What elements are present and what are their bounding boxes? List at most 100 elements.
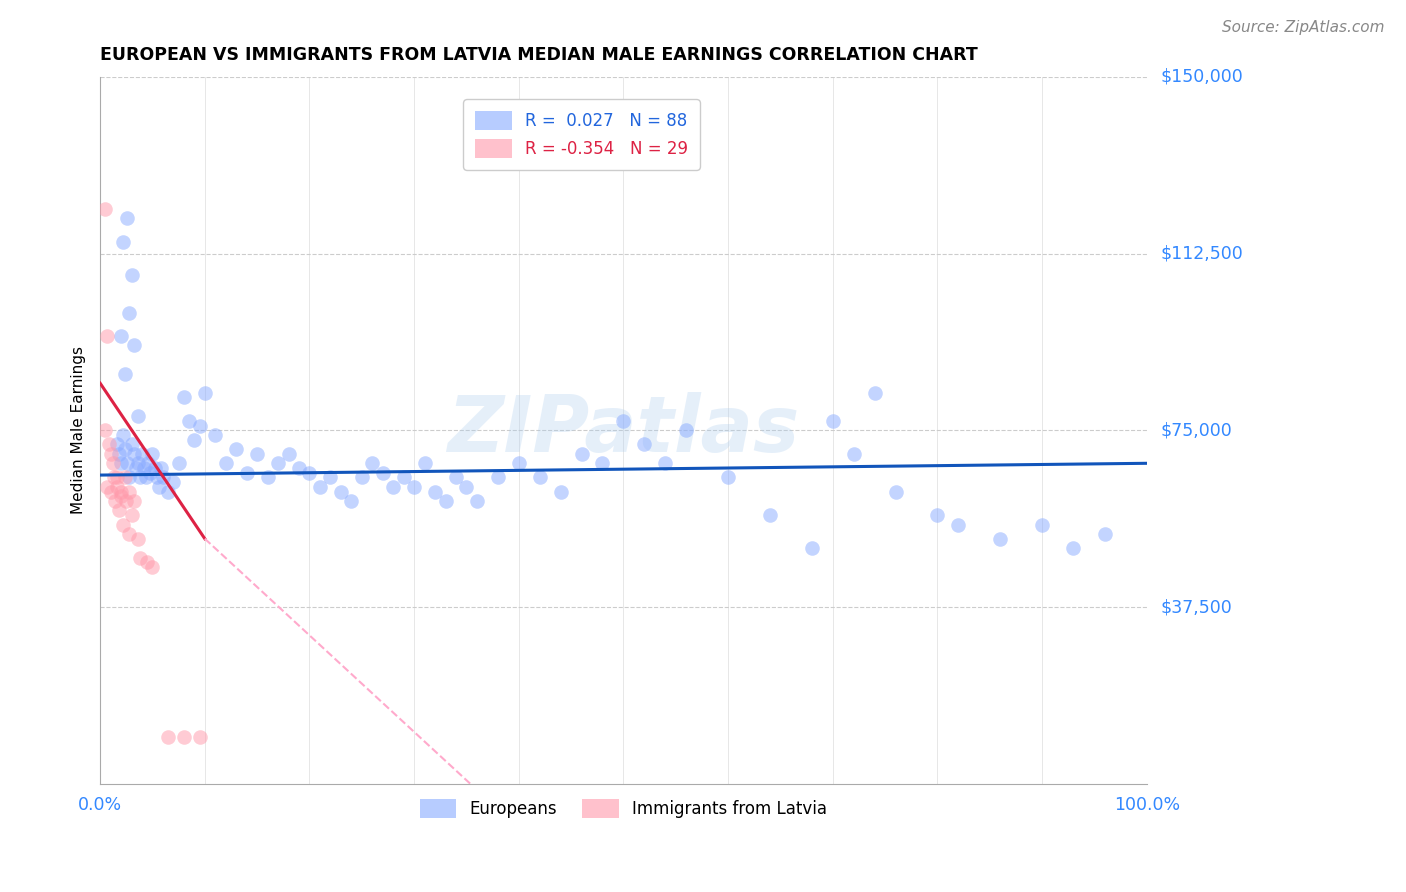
Point: [235, 466, 257, 480]
Point: [148, 480, 170, 494]
Point: [104, 494, 127, 508]
Point: [404, 480, 426, 494]
Point: [717, 470, 740, 484]
Text: EUROPEAN VS IMMIGRANTS FROM LATVIA MEDIAN MALE EARNINGS CORRELATION CHART: EUROPEAN VS IMMIGRANTS FROM LATVIA MEDIA…: [100, 46, 979, 64]
Point: [298, 466, 321, 480]
Point: [122, 338, 145, 352]
Point: [110, 329, 132, 343]
Text: $75,000: $75,000: [1160, 421, 1233, 440]
Point: [129, 470, 152, 484]
Point: [121, 268, 143, 282]
Point: [1031, 517, 1053, 532]
Point: [1094, 527, 1116, 541]
Point: [118, 470, 141, 484]
Point: [94, 202, 117, 216]
Point: [122, 447, 145, 461]
Point: [188, 730, 211, 744]
Point: [350, 470, 373, 484]
Point: [225, 442, 247, 457]
Point: [118, 484, 141, 499]
Point: [117, 211, 139, 226]
Point: [127, 409, 149, 424]
Point: [592, 456, 614, 470]
Point: [114, 470, 136, 484]
Point: [948, 517, 970, 532]
Point: [108, 447, 131, 461]
Point: [139, 466, 162, 480]
Point: [105, 470, 128, 484]
Point: [675, 423, 697, 437]
Point: [97, 437, 120, 451]
Point: [100, 447, 122, 461]
Point: [114, 442, 136, 457]
Point: [434, 494, 457, 508]
Point: [329, 484, 352, 499]
Point: [129, 550, 152, 565]
Point: [800, 541, 823, 555]
Point: [267, 456, 290, 470]
Point: [110, 489, 132, 503]
Point: [465, 494, 488, 508]
Point: [173, 390, 195, 404]
Point: [132, 461, 155, 475]
Point: [152, 470, 174, 484]
Point: [110, 456, 132, 470]
Y-axis label: Median Male Earnings: Median Male Earnings: [72, 346, 86, 515]
Point: [204, 428, 226, 442]
Point: [162, 475, 184, 490]
Point: [256, 470, 278, 484]
Point: [177, 414, 200, 428]
Point: [988, 532, 1011, 546]
Point: [136, 456, 159, 470]
Point: [127, 456, 149, 470]
Point: [100, 484, 122, 499]
Text: ZIPatlas: ZIPatlas: [447, 392, 800, 468]
Point: [125, 461, 148, 475]
Point: [277, 447, 299, 461]
Point: [117, 456, 139, 470]
Point: [143, 461, 166, 475]
Point: [1062, 541, 1084, 555]
Point: [118, 527, 141, 541]
Point: [115, 494, 138, 508]
Point: [105, 437, 128, 451]
Point: [96, 329, 118, 343]
Point: [444, 470, 467, 484]
Point: [361, 456, 384, 470]
Point: [110, 484, 132, 499]
Point: [571, 447, 593, 461]
Point: [141, 447, 163, 461]
Point: [508, 456, 530, 470]
Point: [145, 470, 167, 484]
Point: [135, 470, 157, 484]
Point: [114, 367, 136, 381]
Point: [108, 503, 131, 517]
Point: [141, 560, 163, 574]
Point: [188, 418, 211, 433]
Text: $112,500: $112,500: [1160, 244, 1243, 262]
Point: [112, 235, 135, 249]
Point: [382, 480, 405, 494]
Point: [105, 480, 128, 494]
Point: [103, 470, 125, 484]
Point: [121, 437, 143, 451]
Text: $37,500: $37,500: [1160, 598, 1233, 616]
Point: [821, 414, 844, 428]
Point: [529, 470, 551, 484]
Point: [633, 437, 655, 451]
Point: [863, 385, 886, 400]
Point: [319, 470, 342, 484]
Point: [136, 555, 159, 569]
Point: [127, 532, 149, 546]
Point: [149, 461, 172, 475]
Point: [112, 517, 135, 532]
Point: [340, 494, 363, 508]
Point: [157, 484, 180, 499]
Point: [131, 447, 153, 461]
Point: [118, 305, 141, 319]
Point: [122, 494, 145, 508]
Text: $150,000: $150,000: [1160, 68, 1243, 86]
Point: [194, 385, 217, 400]
Point: [173, 730, 195, 744]
Point: [413, 456, 436, 470]
